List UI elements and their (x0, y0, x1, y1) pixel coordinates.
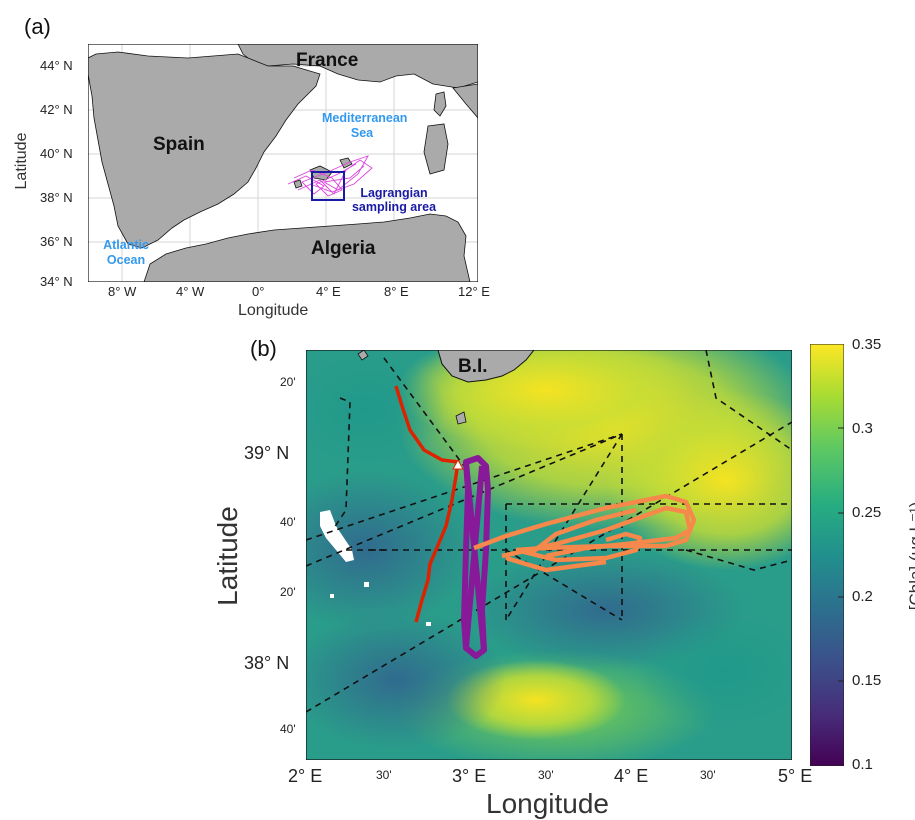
b-lat-tick-1: 39° N (244, 443, 290, 463)
b-ylabel: Latitude (212, 506, 243, 606)
a-lat-tick-38: 38° N (40, 190, 73, 205)
islet (357, 350, 369, 361)
colorbar-label: [Chla] (μg L⁻¹) (906, 501, 915, 611)
a-lat-tick-42: 42° N (40, 102, 73, 117)
a-lat-tick-36: 36° N (40, 234, 73, 249)
b-lat-tick-4: 38° N (244, 653, 290, 673)
label-sampling-area: Lagrangian sampling area (344, 186, 444, 214)
label-algeria: Algeria (311, 238, 376, 259)
cb-tick-1: 0.3 (852, 420, 873, 437)
cb-tick-5: 0.1 (852, 756, 873, 773)
panel-a-map (88, 44, 478, 282)
label-balearic-islands: B.I. (458, 356, 488, 377)
a-lon-tick-4w: 4° W (176, 284, 205, 299)
atl-line-2: Ocean (106, 253, 146, 267)
a-ylabel: Latitude (13, 132, 30, 190)
panel-b-map (306, 350, 792, 760)
balearic-island-land (437, 350, 535, 383)
b-lat-tick-2: 40' (280, 515, 296, 529)
cb-tick-3: 0.2 (852, 588, 873, 605)
box-line-1: Lagrangian (360, 186, 428, 200)
a-lon-tick-8w: 8° W (108, 284, 137, 299)
b-lon-tick-5: 30' (700, 768, 716, 782)
b-lon-tick-6: 5° E (778, 766, 813, 786)
islet-2 (455, 411, 467, 425)
chla-patches (306, 350, 792, 760)
start-marker (452, 458, 464, 470)
sardinia-land (423, 123, 449, 175)
cb-tick-4: 0.15 (852, 672, 882, 689)
a-lon-tick-4e: 4° E (316, 284, 341, 299)
nodata-patch (320, 510, 354, 562)
red-track (394, 385, 460, 623)
corsica-land (433, 91, 447, 117)
panel-a-label: (a) (24, 14, 51, 39)
spain-land (88, 51, 321, 249)
med-line-1: Mediterranean (322, 111, 408, 125)
cb-tick-0: 0.35 (852, 336, 882, 353)
a-lon-tick-8e: 8° E (384, 284, 409, 299)
b-lat-tick-3: 20' (280, 585, 296, 599)
a-lat-tick-40: 40° N (40, 146, 73, 161)
a-lon-tick-12e: 12° E (458, 284, 490, 299)
b-lon-tick-1: 30' (376, 768, 392, 782)
colorbar (810, 344, 844, 766)
b-lat-tick-0: 20' (280, 375, 296, 389)
a-lat-tick-34: 34° N (40, 274, 73, 289)
label-mediterranean-sea: Mediterranean Sea (322, 111, 408, 141)
italy-land (452, 83, 478, 119)
box-line-2: sampling area (351, 200, 437, 214)
b-lon-tick-3: 30' (538, 768, 554, 782)
b-lon-tick-2: 3° E (452, 766, 487, 786)
a-xlabel: Longitude (238, 302, 309, 319)
cb-tick-2: 0.25 (852, 504, 882, 521)
label-spain: Spain (153, 134, 205, 155)
b-xlabel: Longitude (486, 788, 610, 819)
b-lon-tick-0: 2° E (288, 766, 323, 786)
a-lon-tick-0: 0° (252, 284, 265, 299)
b-lat-tick-5: 40' (280, 722, 296, 736)
sampling-area-box (311, 171, 345, 201)
a-lat-tick-44: 44° N (40, 58, 73, 73)
algeria-land (143, 213, 471, 282)
med-line-2: Sea (350, 126, 374, 140)
orange-track (473, 493, 697, 573)
purple-track (461, 455, 491, 659)
atl-line-1: Atlantic (103, 238, 149, 252)
b-lon-tick-4: 4° E (614, 766, 649, 786)
panel-b-label: (b) (250, 336, 277, 361)
label-atlantic-ocean: Atlantic Ocean (94, 238, 158, 268)
label-france: France (296, 50, 359, 71)
